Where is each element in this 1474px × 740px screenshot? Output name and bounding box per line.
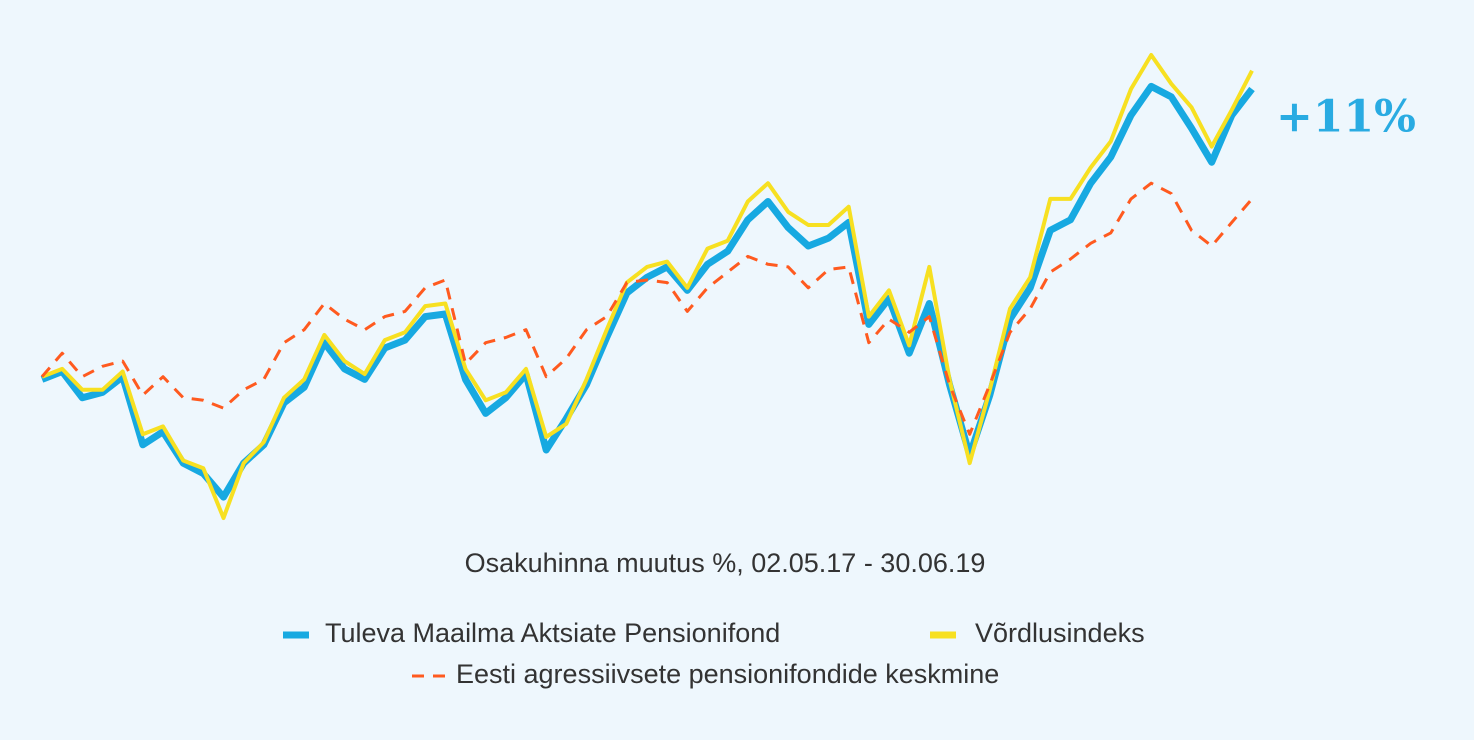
chart-title: Osakuhinna muutus %, 02.05.17 - 30.06.19 xyxy=(465,548,986,578)
series-line xyxy=(40,181,1254,436)
annotation: +11% xyxy=(1276,92,1416,143)
legend-label: Eesti agressiivsete pensionifondide kesk… xyxy=(456,659,999,689)
legend-label: Võrdlusindeks xyxy=(975,618,1145,648)
series-line xyxy=(41,53,1254,520)
series-line xyxy=(40,82,1255,501)
legend-label: Tuleva Maailma Aktsiate Pensionifond xyxy=(325,618,780,648)
